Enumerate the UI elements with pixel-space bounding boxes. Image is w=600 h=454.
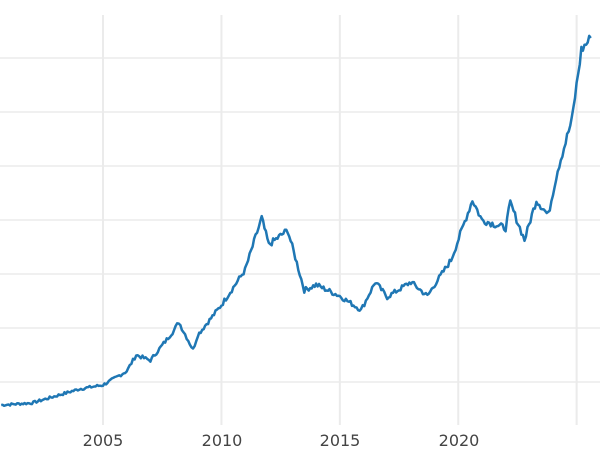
series	[1, 34, 592, 408]
series-line	[1, 34, 592, 408]
x-tick-label-2005: 2005	[83, 431, 124, 450]
x-tick-label-2020: 2020	[439, 431, 480, 450]
x-tick-label-2015: 2015	[320, 431, 361, 450]
grid	[0, 15, 600, 425]
x-axis-ticks: 2005 2010 2015 2020	[83, 431, 480, 450]
x-tick-label-2010: 2010	[202, 431, 243, 450]
